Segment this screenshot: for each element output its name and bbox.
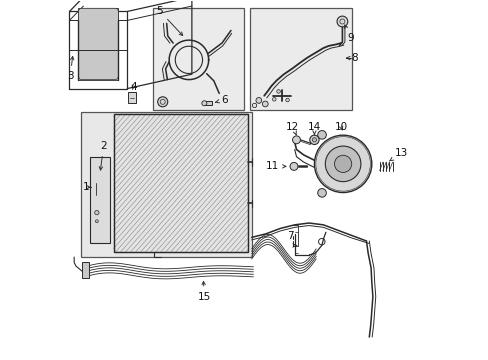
Bar [81,112,251,257]
FancyBboxPatch shape [78,8,118,80]
Text: 2: 2 [99,141,107,170]
Circle shape [255,98,261,103]
Circle shape [276,90,280,93]
Circle shape [95,211,99,215]
Circle shape [262,101,267,107]
Circle shape [312,138,316,142]
Circle shape [317,189,325,197]
Bar [82,262,89,278]
Text: 1: 1 [82,182,89,192]
Text: 4: 4 [130,82,136,92]
Bar [113,114,247,252]
Circle shape [95,220,98,223]
Circle shape [314,135,371,193]
Text: 13: 13 [388,148,407,161]
Text: 12: 12 [285,122,299,135]
Circle shape [334,155,351,172]
Circle shape [317,131,325,139]
Circle shape [158,97,167,107]
Circle shape [336,16,347,27]
Text: 7: 7 [287,231,293,240]
Bar [78,8,118,80]
Circle shape [309,135,319,144]
Bar [249,8,351,110]
Text: 14: 14 [307,122,321,135]
Text: 6: 6 [215,95,227,105]
Bar [113,114,247,252]
Text: 5: 5 [156,6,183,36]
Bar [204,101,212,105]
Circle shape [325,146,360,182]
Bar [128,92,136,103]
Text: 3: 3 [67,57,74,81]
Circle shape [289,162,297,170]
Text: 9: 9 [344,25,353,43]
Text: 15: 15 [197,282,210,302]
Text: 11: 11 [265,161,285,171]
Circle shape [285,98,289,102]
Bar [153,8,244,110]
Text: 10: 10 [334,122,347,132]
Circle shape [292,136,300,144]
Text: 8: 8 [350,53,357,63]
Circle shape [202,101,206,106]
Bar [89,157,110,243]
Bar [113,114,247,252]
Circle shape [272,98,276,101]
